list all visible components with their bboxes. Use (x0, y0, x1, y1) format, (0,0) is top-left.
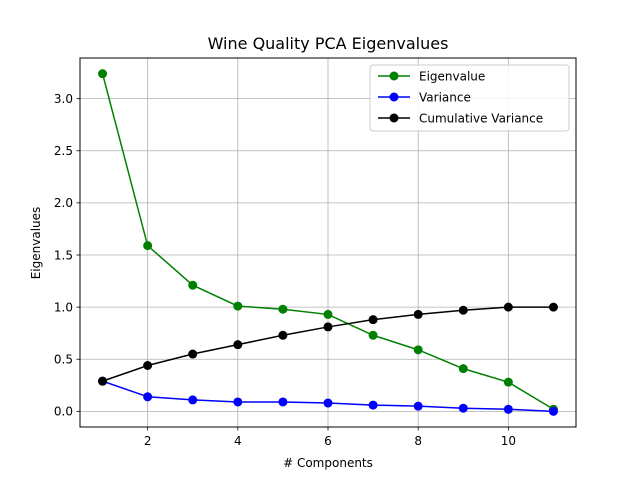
data-point (188, 280, 198, 290)
chart-title: Wine Quality PCA Eigenvalues (208, 34, 449, 53)
data-point (188, 349, 198, 359)
data-point (188, 395, 198, 405)
legend-item: Cumulative Variance (378, 111, 543, 125)
legend: Eigenvalue Variance Cumulative Variance (369, 64, 570, 132)
data-point (413, 401, 423, 411)
data-point (458, 403, 468, 413)
data-point (503, 377, 513, 387)
x-axis-title: # Components (283, 456, 373, 470)
y-tick-label: 2.0 (54, 196, 73, 210)
legend-marker (389, 92, 399, 102)
data-point (368, 315, 378, 325)
data-point (233, 397, 243, 407)
data-point (278, 304, 288, 314)
data-point (233, 301, 243, 311)
x-tick-label: 8 (414, 434, 422, 448)
data-point (143, 361, 153, 370)
y-tick-label: 1.5 (54, 248, 73, 262)
x-tick-label: 4 (234, 434, 242, 448)
x-tick-label: 6 (324, 434, 332, 448)
data-point (323, 398, 333, 408)
data-point (278, 330, 288, 340)
data-point (368, 400, 378, 410)
legend-item: Variance (378, 90, 471, 104)
data-point (548, 302, 558, 312)
data-point (278, 397, 288, 407)
y-tick-label: 0.0 (54, 405, 73, 419)
y-tick-label: 0.5 (54, 353, 73, 367)
data-point (143, 392, 153, 402)
series-0 (98, 69, 558, 414)
y-tick-label: 3.0 (54, 92, 73, 106)
data-point (98, 376, 108, 386)
data-point (503, 404, 513, 414)
x-tick-label: 10 (501, 434, 516, 448)
data-point (458, 364, 468, 374)
data-point (98, 69, 108, 79)
data-point (323, 309, 333, 319)
data-point (368, 330, 378, 340)
series-layer (98, 69, 558, 416)
grid-layer (80, 58, 576, 427)
x-tick-label: 2 (144, 434, 152, 448)
legend-label: Cumulative Variance (419, 111, 543, 125)
data-point (458, 305, 468, 315)
data-point (143, 241, 153, 251)
series-1 (98, 376, 558, 416)
y-tick-label: 1.0 (54, 300, 73, 314)
data-point (413, 309, 423, 319)
y-axis-title: Eigenvalues (29, 207, 43, 280)
data-point (548, 406, 558, 416)
legend-marker (389, 113, 399, 123)
data-point (323, 322, 333, 332)
y-tick-label: 2.5 (54, 144, 73, 158)
tick-layer: 2 4 6 8 10 0.0 0.5 1.0 1.5 2.0 2.5 3.0 (54, 92, 516, 448)
data-point (503, 302, 513, 312)
legend-label: Eigenvalue (419, 69, 485, 83)
data-point (233, 340, 243, 350)
series-2 (98, 302, 558, 386)
legend-marker (389, 71, 399, 81)
data-point (413, 345, 423, 355)
legend-label: Variance (419, 90, 471, 104)
legend-frame (369, 64, 570, 132)
legend-item: Eigenvalue (378, 69, 485, 83)
